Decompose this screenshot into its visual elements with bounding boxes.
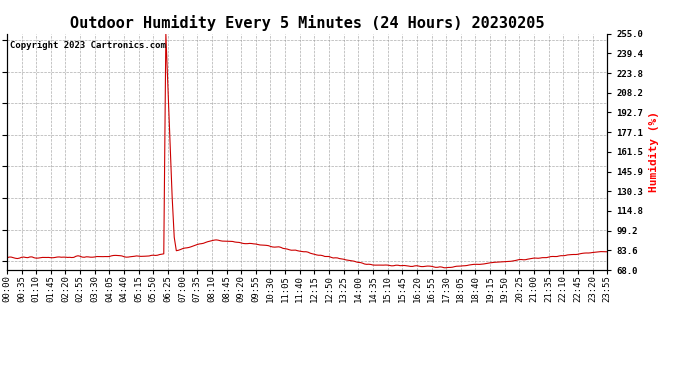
Text: Copyright 2023 Cartronics.com: Copyright 2023 Cartronics.com — [10, 41, 166, 50]
Title: Outdoor Humidity Every 5 Minutes (24 Hours) 20230205: Outdoor Humidity Every 5 Minutes (24 Hou… — [70, 15, 544, 31]
Y-axis label: Humidity (%): Humidity (%) — [649, 111, 659, 192]
